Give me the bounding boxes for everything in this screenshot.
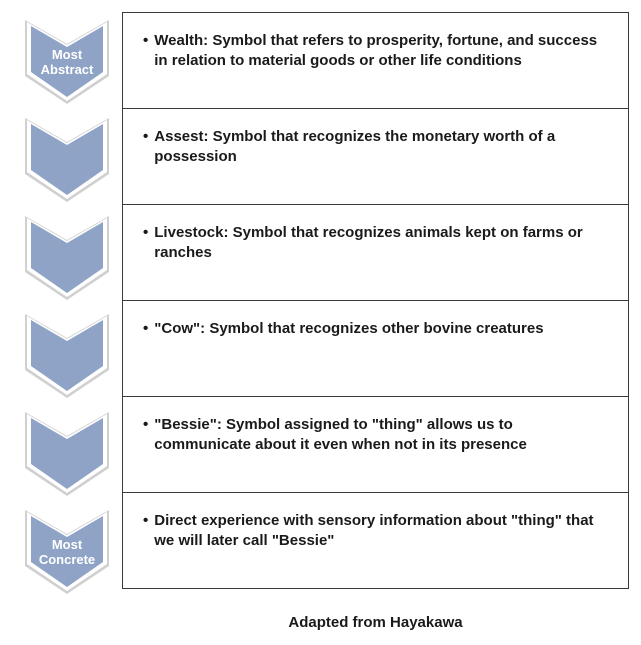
bullet-icon: • (143, 223, 148, 243)
definition-box-3: • "Cow": Symbol that recognizes other bo… (123, 301, 628, 397)
chevron-down-icon (19, 308, 115, 402)
chevron-level-3 (19, 308, 115, 402)
chevron-level-2 (19, 210, 115, 304)
bullet-icon: • (143, 415, 148, 435)
chevron-level-0: Most Abstract (19, 14, 115, 108)
bullet-icon: • (143, 511, 148, 531)
chevron-level-4 (19, 406, 115, 500)
definition-text-5: Direct experience with sensory informati… (154, 511, 612, 552)
chevron-down-icon (19, 14, 115, 108)
bullet-icon: • (143, 319, 148, 339)
definition-text-3: "Cow": Symbol that recognizes other bovi… (154, 319, 543, 339)
chevron-down-icon (19, 210, 115, 304)
definition-box-1: • Assest: Symbol that recognizes the mon… (123, 109, 628, 205)
definition-boxes-column: • Wealth: Symbol that refers to prosperi… (122, 12, 629, 589)
chevron-down-icon (19, 406, 115, 500)
abstraction-ladder-diagram: Most Abstract (12, 12, 629, 602)
definition-text-0: Wealth: Symbol that refers to prosperity… (154, 31, 612, 72)
definition-box-4: • "Bessie": Symbol assigned to "thing" a… (123, 397, 628, 493)
definition-text-2: Livestock: Symbol that recognizes animal… (154, 223, 612, 264)
chevron-column: Most Abstract (12, 12, 122, 602)
chevron-level-5: Most Concrete (19, 504, 115, 598)
caption: Adapted from Hayakawa (122, 614, 629, 631)
definition-text-1: Assest: Symbol that recognizes the monet… (154, 127, 612, 168)
chevron-down-icon (19, 112, 115, 206)
chevron-level-1 (19, 112, 115, 206)
chevron-down-icon (19, 504, 115, 598)
bullet-icon: • (143, 127, 148, 147)
definition-box-0: • Wealth: Symbol that refers to prosperi… (123, 13, 628, 109)
bullet-icon: • (143, 31, 148, 51)
definition-box-5: • Direct experience with sensory informa… (123, 493, 628, 589)
definition-text-4: "Bessie": Symbol assigned to "thing" all… (154, 415, 612, 456)
definition-box-2: • Livestock: Symbol that recognizes anim… (123, 205, 628, 301)
